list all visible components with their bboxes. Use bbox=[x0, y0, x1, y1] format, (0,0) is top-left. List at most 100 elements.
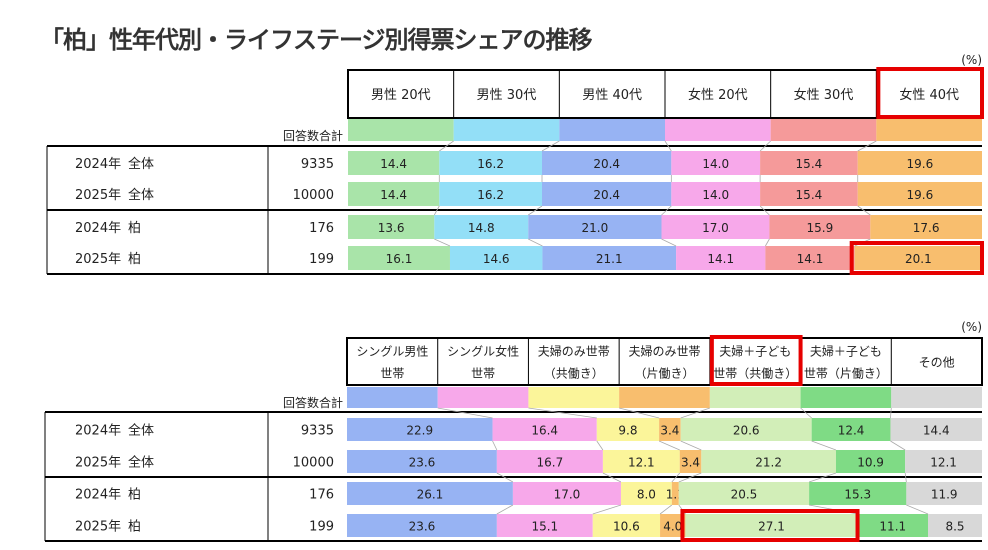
data-label: 12.1 bbox=[930, 456, 957, 470]
connector-line bbox=[890, 407, 892, 419]
legend-label: 夫婦＋子ども bbox=[810, 344, 882, 359]
bar-segment bbox=[671, 182, 761, 206]
connector-line bbox=[541, 140, 560, 152]
bar-segment bbox=[671, 482, 679, 505]
legend-swatch bbox=[709, 387, 801, 408]
row-count: 199 bbox=[309, 520, 334, 535]
legend-label: （片働き） bbox=[634, 367, 694, 381]
bar-segment bbox=[347, 482, 513, 505]
legend-label: 夫婦のみ世帯 bbox=[628, 344, 700, 359]
row-year: 2025年 bbox=[75, 456, 121, 471]
connector-line bbox=[592, 504, 622, 515]
unit-label: (%) bbox=[961, 53, 982, 67]
legend-label: 男性 40代 bbox=[582, 88, 642, 103]
legend-label: 男性 30代 bbox=[477, 88, 537, 103]
data-label: 26.1 bbox=[417, 488, 444, 502]
bar-segment bbox=[512, 482, 621, 505]
connector-line bbox=[596, 440, 604, 451]
bar-segment bbox=[347, 418, 493, 441]
row-count: 9335 bbox=[301, 424, 334, 439]
legend-header-box bbox=[346, 337, 983, 386]
data-label: 16.4 bbox=[531, 424, 558, 438]
data-label: 10.9 bbox=[857, 456, 884, 470]
legend-swatch bbox=[619, 387, 710, 408]
bar-segment bbox=[602, 450, 680, 473]
data-label: 14.4 bbox=[380, 188, 407, 202]
data-label: 20.4 bbox=[593, 157, 620, 171]
connector-line bbox=[759, 140, 771, 152]
row-count: 199 bbox=[309, 252, 334, 267]
bar-segment bbox=[678, 482, 810, 505]
data-label: 4.0 bbox=[663, 520, 682, 534]
data-label: 15.3 bbox=[844, 488, 871, 502]
data-label: 14.4 bbox=[923, 424, 950, 438]
row-area: 柏 bbox=[128, 520, 141, 535]
data-label: 20.4 bbox=[593, 188, 620, 202]
data-label: 21.2 bbox=[755, 456, 782, 470]
legend-swatch bbox=[528, 387, 620, 408]
bar-segment bbox=[620, 482, 672, 505]
data-label: 8.0 bbox=[637, 488, 656, 502]
data-label: 27.1 bbox=[758, 520, 785, 534]
connector-line bbox=[808, 472, 837, 483]
data-label: 15.1 bbox=[531, 520, 558, 534]
data-label: 9.8 bbox=[618, 424, 637, 438]
data-label: 21.0 bbox=[582, 221, 609, 235]
row-count: 9335 bbox=[301, 157, 334, 172]
bar-segment bbox=[542, 246, 677, 270]
data-label: 11.1 bbox=[879, 520, 906, 534]
legend-swatch bbox=[347, 387, 438, 408]
data-label: 17.6 bbox=[913, 221, 940, 235]
bar-segment bbox=[870, 215, 982, 239]
row-year: 2025年 bbox=[75, 188, 121, 203]
connector-line bbox=[619, 407, 660, 419]
data-label: 13.6 bbox=[378, 221, 405, 235]
bar-segment bbox=[760, 182, 858, 206]
data-label: 21.1 bbox=[596, 252, 623, 266]
row-count: 10000 bbox=[293, 456, 334, 471]
connector-line bbox=[811, 440, 837, 451]
connector-line bbox=[890, 440, 906, 451]
bar-segment bbox=[542, 151, 672, 175]
row-year: 2024年 bbox=[75, 221, 121, 236]
data-label: 14.8 bbox=[468, 221, 495, 235]
bar-segment bbox=[347, 450, 497, 473]
legend-label: 世帯 bbox=[471, 367, 495, 381]
legend-swatch bbox=[453, 119, 560, 141]
data-label: 17.0 bbox=[702, 221, 729, 235]
bar-segment bbox=[496, 514, 593, 537]
bar-segment bbox=[769, 215, 871, 239]
data-label: 17.0 bbox=[554, 488, 581, 502]
bar-segment bbox=[765, 246, 855, 270]
bar-segment bbox=[449, 246, 543, 270]
bar-segment bbox=[496, 450, 603, 473]
connector-line bbox=[433, 205, 440, 216]
connector-line bbox=[671, 472, 681, 483]
connector-line bbox=[680, 407, 710, 419]
data-label: 19.6 bbox=[907, 157, 934, 171]
row-year: 2024年 bbox=[75, 424, 121, 439]
connector-line bbox=[661, 205, 672, 216]
data-label: 15.4 bbox=[796, 157, 823, 171]
bar-segment bbox=[434, 215, 529, 239]
bar-segment bbox=[439, 182, 543, 206]
connector-line bbox=[661, 238, 677, 247]
bar-segment bbox=[857, 182, 982, 206]
bar-segment bbox=[348, 182, 440, 206]
legend-swatch bbox=[437, 387, 529, 408]
connector-line bbox=[800, 407, 812, 419]
row-year: 2024年 bbox=[75, 157, 121, 172]
legend-label: 夫婦のみ世帯 bbox=[538, 344, 610, 359]
legend-swatch bbox=[348, 119, 454, 141]
legend-swatch bbox=[800, 387, 892, 408]
row-count: 10000 bbox=[293, 188, 334, 203]
legend-label: シングル男性 bbox=[356, 345, 428, 359]
bar-segment bbox=[760, 151, 858, 175]
highlight-box bbox=[876, 67, 984, 119]
data-label: 3.4 bbox=[660, 424, 679, 438]
data-label: 11.9 bbox=[931, 488, 958, 502]
bar-segment bbox=[661, 215, 770, 239]
connector-line bbox=[434, 238, 451, 247]
data-label: 14.0 bbox=[702, 157, 729, 171]
